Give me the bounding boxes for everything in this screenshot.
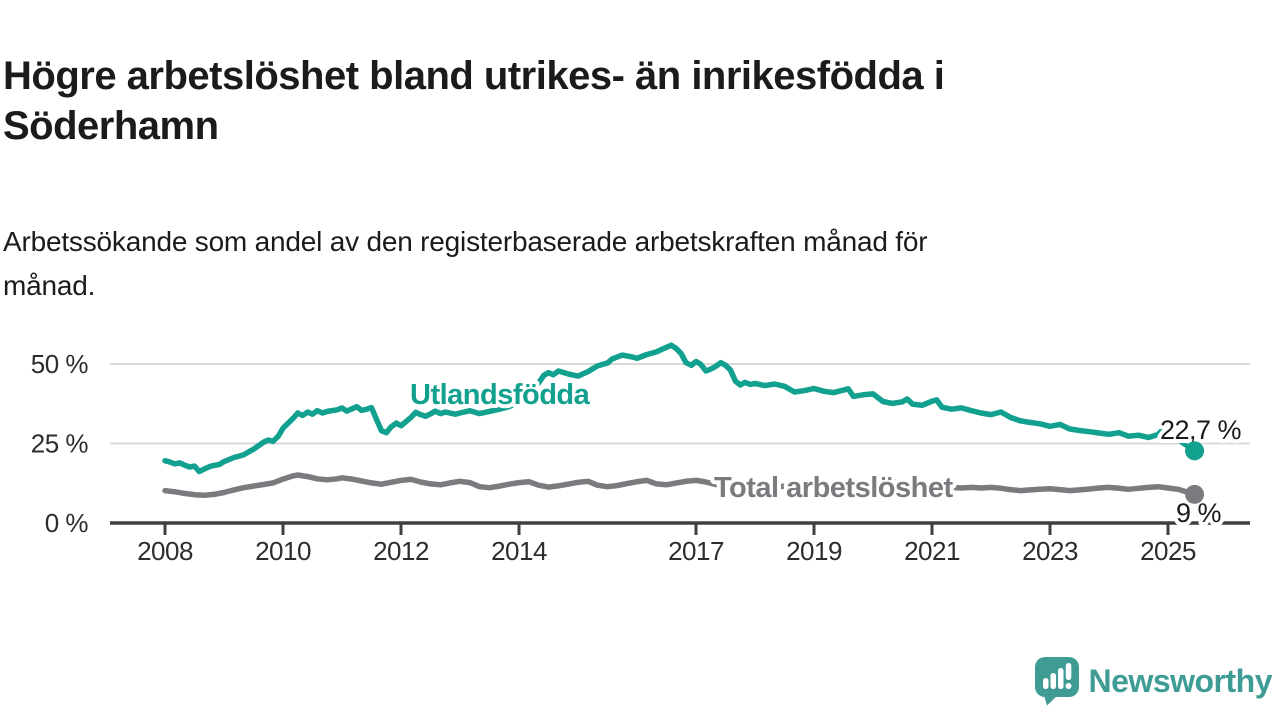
x-tick-label-2023: 2023	[1022, 536, 1078, 566]
x-tick-label-2021: 2021	[904, 536, 960, 566]
end-value-label-utlandsf-dda: 22,7 %	[1160, 415, 1242, 445]
x-tick-label-2025: 2025	[1140, 536, 1196, 566]
x-tick-label-2010: 2010	[255, 536, 311, 566]
y-tick-label-25: 25 %	[31, 429, 89, 459]
series-label-utlandsf-dda: Utlandsfödda	[410, 379, 591, 411]
series-label-total-arbetsl-shet: Total arbetslöshet	[714, 472, 953, 504]
newsworthy-logo-text: Newsworthy	[1088, 662, 1273, 699]
end-dot-total-arbetsl-shet	[1185, 484, 1205, 504]
x-tick-label-2012: 2012	[373, 536, 429, 566]
x-tick-label-2019: 2019	[786, 536, 842, 566]
end-dot-utlandsf-dda	[1185, 441, 1205, 461]
series-line-utlandsf-dda	[162, 342, 1198, 475]
chart-title: Högre arbetslöshet bland utrikes- än inr…	[3, 53, 945, 148]
x-tick-label-2014: 2014	[491, 536, 547, 566]
x-tick-label-2008: 2008	[137, 536, 193, 566]
bar-chart-speech-bubble-icon	[1034, 657, 1079, 706]
x-tick-label-2017: 2017	[668, 536, 724, 566]
newsworthy-logo[interactable]: Newsworthy	[1034, 656, 1273, 706]
y-tick-label-0: 0 %	[45, 508, 89, 538]
y-tick-label-50: 50 %	[31, 349, 89, 379]
chart-subtitle: Arbetssökande som andel av den registerb…	[3, 226, 928, 301]
series-line-total-arbetsl-shet	[162, 472, 1198, 499]
